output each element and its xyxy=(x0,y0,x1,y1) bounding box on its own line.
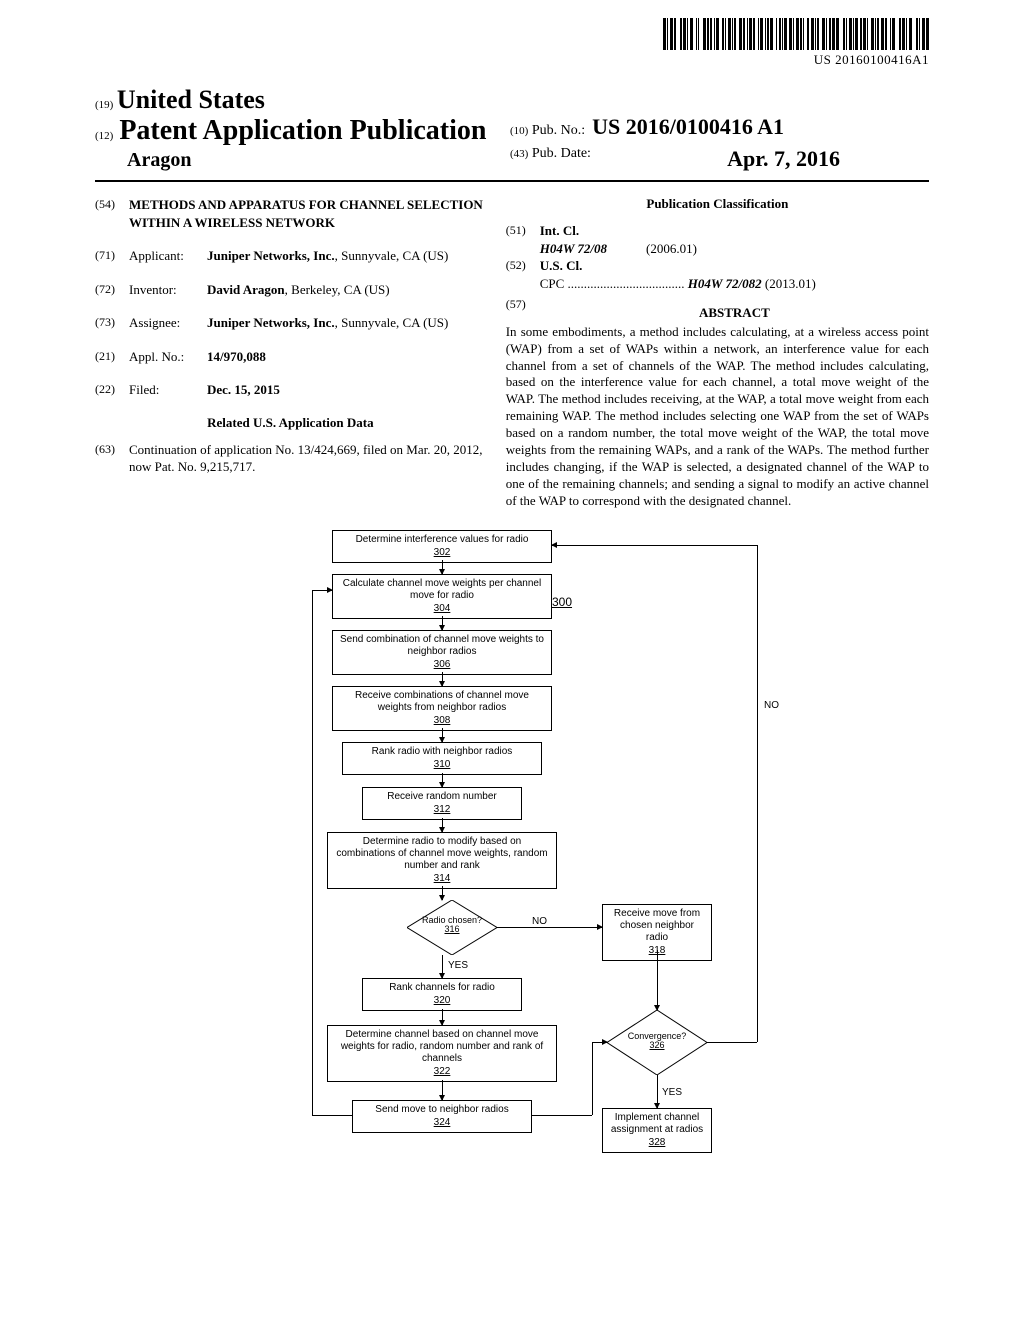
step-304: Calculate channel move weights per chann… xyxy=(332,574,552,619)
figure-ref: 300 xyxy=(552,595,572,609)
uscl-code: (52) xyxy=(506,257,540,292)
applicant-loc: , Sunnyvale, CA (US) xyxy=(335,248,449,263)
invention-title: METHODS AND APPARATUS FOR CHANNEL SELECT… xyxy=(129,196,486,231)
country-name: United States xyxy=(117,85,265,114)
related-text: Continuation of application No. 13/424,6… xyxy=(129,441,486,476)
country-code: (19) xyxy=(95,99,113,111)
step-320: Rank channels for radio320 xyxy=(362,978,522,1011)
intcl-class: H04W 72/08 xyxy=(540,241,607,256)
applicant-name: Juniper Networks, Inc. xyxy=(207,248,335,263)
assignee-label: Assignee: xyxy=(129,314,207,332)
step-310: Rank radio with neighbor radios310 xyxy=(342,742,542,775)
label-yes: YES xyxy=(662,1087,682,1098)
label-no: NO xyxy=(764,700,779,711)
line xyxy=(532,1115,592,1116)
arrow xyxy=(552,545,757,546)
assignee-code: (73) xyxy=(95,314,129,332)
arrow xyxy=(442,672,443,686)
arrow xyxy=(312,590,332,591)
intcl-label: Int. Cl. xyxy=(540,223,579,238)
arrow xyxy=(442,955,443,978)
pubdate: Apr. 7, 2016 xyxy=(727,146,840,172)
title-code: (54) xyxy=(95,196,129,231)
step-312: Receive random number312 xyxy=(362,787,522,820)
arrow xyxy=(442,886,443,900)
arrow xyxy=(442,728,443,742)
step-314: Determine radio to modify based on combi… xyxy=(327,832,557,889)
line xyxy=(312,1115,352,1116)
arrow xyxy=(592,1042,607,1043)
arrow xyxy=(442,616,443,630)
cpc-label: CPC xyxy=(540,276,565,291)
pubdate-code: (43) xyxy=(510,148,528,160)
filed-label: Filed: xyxy=(129,381,207,399)
flowchart: 300 Determine interference values for ra… xyxy=(212,530,812,1250)
applno: 14/970,088 xyxy=(207,349,266,364)
step-326-diamond: Convergence?326 xyxy=(607,1010,707,1075)
inventor-label: Inventor: xyxy=(129,281,207,299)
line xyxy=(312,590,313,1115)
arrow xyxy=(657,1075,658,1108)
applicant-label: Applicant: xyxy=(129,247,207,265)
step-306: Send combination of channel move weights… xyxy=(332,630,552,675)
inventor-loc: , Berkeley, CA (US) xyxy=(285,282,390,297)
label-no: NO xyxy=(532,916,547,927)
barcode-number: US 20160100416A1 xyxy=(663,52,929,68)
step-316-diamond: Radio chosen?316 xyxy=(407,900,497,955)
bibliographic-section: (54) METHODS AND APPARATUS FOR CHANNEL S… xyxy=(95,196,929,510)
line xyxy=(592,1042,593,1115)
abstract-text: In some embodiments, a method includes c… xyxy=(506,324,929,510)
assignee-name: Juniper Networks, Inc. xyxy=(207,315,335,330)
filed-date: Dec. 15, 2015 xyxy=(207,382,280,397)
arrow xyxy=(657,950,658,1010)
applno-label: Appl. No.: xyxy=(129,348,207,366)
pubno: US 2016/0100416 A1 xyxy=(592,114,784,139)
uscl-label: U.S. Cl. xyxy=(540,258,583,273)
assignee-loc: , Sunnyvale, CA (US) xyxy=(335,315,449,330)
applno-code: (21) xyxy=(95,348,129,366)
divider xyxy=(95,180,929,182)
line xyxy=(757,545,758,1042)
filed-code: (22) xyxy=(95,381,129,399)
abstract-code: (57) xyxy=(506,296,540,322)
intcl-date: (2006.01) xyxy=(646,241,697,256)
pub-title: Patent Application Publication xyxy=(119,115,486,147)
pubno-label: Pub. No.: xyxy=(532,123,585,138)
barcode-region: US 20160100416A1 xyxy=(663,18,929,68)
step-302: Determine interference values for radio3… xyxy=(332,530,552,563)
cpc-date: (2013.01) xyxy=(765,276,816,291)
line xyxy=(707,1042,757,1043)
inventor-code: (72) xyxy=(95,281,129,299)
label-yes: YES xyxy=(448,960,468,971)
related-head: Related U.S. Application Data xyxy=(95,415,486,431)
arrow xyxy=(497,927,602,928)
pub-code: (12) xyxy=(95,130,113,142)
applicant-code: (71) xyxy=(95,247,129,265)
barcode xyxy=(663,18,929,50)
right-header: (10) Pub. No.: US 2016/0100416 A1 (43) P… xyxy=(510,114,830,172)
step-308: Receive combinations of channel move wei… xyxy=(332,686,552,731)
arrow xyxy=(442,1080,443,1100)
related-code: (63) xyxy=(95,441,129,476)
arrow xyxy=(442,773,443,787)
step-324: Send move to neighbor radios324 xyxy=(352,1100,532,1133)
inventor-name: David Aragon xyxy=(207,282,285,297)
step-322: Determine channel based on channel move … xyxy=(327,1025,557,1082)
intcl-code: (51) xyxy=(506,222,540,257)
arrow xyxy=(442,560,443,574)
classification-head: Publication Classification xyxy=(506,196,929,212)
abstract-head: ABSTRACT xyxy=(540,304,929,322)
cpc-class: H04W 72/082 xyxy=(688,276,762,291)
step-328: Implement channel assignment at radios32… xyxy=(602,1108,712,1153)
arrow xyxy=(442,1009,443,1025)
arrow xyxy=(442,818,443,832)
pubdate-label: Pub. Date: xyxy=(532,146,591,161)
pubno-code: (10) xyxy=(510,125,528,137)
